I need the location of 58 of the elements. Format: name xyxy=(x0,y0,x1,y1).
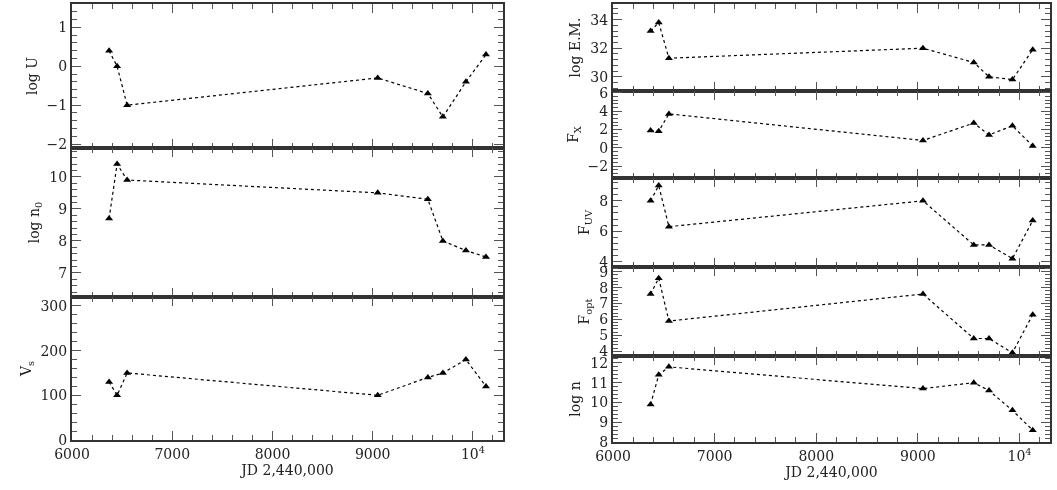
y-axis-title: log E.M. xyxy=(567,17,584,78)
y-tick-label: 10 xyxy=(590,394,609,411)
y-tick-label: 8 xyxy=(599,433,609,450)
y-tick-label: 300 xyxy=(40,297,68,314)
y-tick-label: 7 xyxy=(599,295,609,312)
y-tick-label: 6 xyxy=(599,223,609,240)
x-tick-label: 6000 xyxy=(595,447,631,464)
point xyxy=(113,391,122,398)
x-axis-title: JD 2,440,000 xyxy=(783,463,878,480)
x-tick-label: 7000 xyxy=(154,445,191,462)
y-tick-label: 2 xyxy=(599,121,609,138)
y-tick-label: −2 xyxy=(46,136,68,153)
y-axis-title: log U xyxy=(23,56,40,96)
x-tick-label: 6000 xyxy=(54,445,90,462)
y-tick-label: 9 xyxy=(58,200,68,217)
y-tick-label: 11 xyxy=(590,374,609,391)
point xyxy=(105,214,114,221)
x-tick-label: 10$^{4}$ xyxy=(460,443,485,462)
point xyxy=(654,127,663,134)
y-tick-label: 0 xyxy=(58,431,68,448)
point xyxy=(1008,406,1017,413)
y-tick-label: 0 xyxy=(599,139,609,156)
point xyxy=(423,373,432,380)
x-tick-label: 8000 xyxy=(798,447,835,464)
y-tick-label: 34 xyxy=(590,11,609,28)
x-tick-label: 7000 xyxy=(696,447,733,464)
y-tick-label: 32 xyxy=(590,40,609,57)
x-tick-label: 9000 xyxy=(354,445,391,462)
y-tick-label: 8 xyxy=(599,192,609,209)
x-tick-label: 9000 xyxy=(900,447,936,464)
y-tick-label: 9 xyxy=(599,414,609,431)
y-tick-label: 5 xyxy=(599,327,609,344)
y-tick-label: 4 xyxy=(599,103,609,120)
y-tick-label: 8 xyxy=(599,279,609,296)
point xyxy=(646,400,655,407)
y-tick-label: 200 xyxy=(40,342,68,359)
x-axis-title: JD 2,440,000 xyxy=(239,461,334,478)
point xyxy=(481,382,490,389)
point xyxy=(423,195,432,202)
y-tick-label: 0 xyxy=(58,58,68,75)
y-tick-label: 6 xyxy=(599,311,609,328)
point xyxy=(969,58,978,65)
y-tick-label: 30 xyxy=(590,68,609,85)
y-tick-label: −2 xyxy=(587,157,609,174)
y-tick-label: 100 xyxy=(40,387,68,404)
y-tick-label: 1 xyxy=(58,19,68,36)
point xyxy=(646,126,655,133)
y-axis-title: log n xyxy=(567,381,584,417)
y-tick-label: −1 xyxy=(46,97,68,114)
y-tick-label: 8 xyxy=(58,232,68,249)
y-tick-label: 10 xyxy=(49,168,68,185)
y-tick-label: 7 xyxy=(58,264,68,281)
point xyxy=(373,391,382,398)
point xyxy=(113,62,122,69)
y-tick-label: 6 xyxy=(599,84,609,101)
x-tick-label: 8000 xyxy=(254,445,291,462)
point xyxy=(918,136,928,143)
x-tick-label: 10$^{4}$ xyxy=(1007,445,1032,464)
